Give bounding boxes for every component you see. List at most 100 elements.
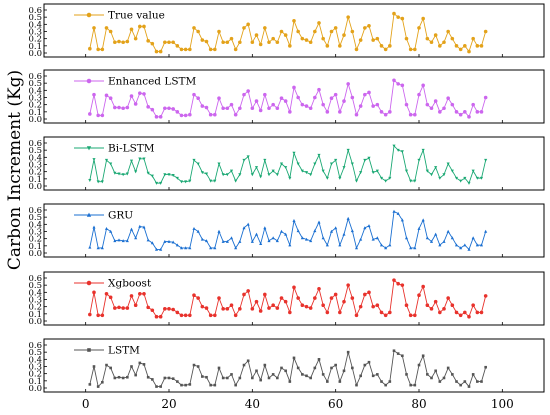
data-point — [213, 383, 217, 387]
y-tick-label: 0.5 — [28, 146, 42, 156]
data-point — [213, 179, 217, 183]
data-point — [325, 243, 329, 247]
data-point — [438, 310, 442, 315]
data-point — [129, 227, 134, 231]
data-point — [463, 243, 467, 247]
data-point — [217, 296, 221, 300]
data-point — [350, 29, 355, 34]
data-point — [429, 307, 434, 311]
data-point — [125, 306, 130, 310]
data-point — [163, 40, 167, 45]
data-point — [384, 246, 388, 250]
y-tick-label: 0.0 — [28, 317, 42, 327]
data-point — [454, 310, 459, 315]
data-point — [221, 173, 225, 177]
data-point — [413, 246, 417, 250]
data-point — [142, 24, 146, 29]
data-point — [238, 40, 242, 45]
data-point — [229, 169, 234, 173]
data-point — [234, 179, 238, 183]
data-point — [358, 104, 363, 108]
data-point — [233, 313, 238, 318]
data-point — [259, 175, 263, 179]
data-point — [388, 176, 392, 180]
data-point — [313, 29, 317, 34]
data-point — [125, 172, 129, 176]
legend-label: Xgboost — [108, 278, 152, 290]
data-point — [326, 380, 329, 383]
data-point — [96, 113, 100, 118]
data-point — [342, 369, 346, 373]
data-point — [204, 39, 209, 44]
data-point — [279, 162, 284, 166]
data-point — [229, 236, 234, 240]
data-point — [300, 236, 304, 240]
data-point — [117, 39, 121, 44]
data-point — [317, 21, 321, 25]
data-point — [417, 363, 421, 367]
data-point — [413, 313, 417, 318]
data-point — [425, 236, 429, 240]
data-point — [176, 380, 179, 383]
data-point — [309, 376, 312, 380]
data-point — [300, 303, 305, 308]
data-point — [334, 158, 338, 162]
data-point — [476, 380, 479, 383]
data-point — [325, 176, 329, 180]
data-point — [175, 243, 179, 247]
data-point — [217, 366, 221, 370]
data-point — [171, 40, 175, 45]
y-tick-label: 0.1 — [28, 108, 42, 118]
data-point — [379, 44, 384, 48]
data-point — [267, 106, 271, 111]
data-point — [334, 226, 338, 230]
data-point — [275, 239, 279, 243]
data-point — [255, 369, 258, 373]
data-point — [88, 178, 92, 182]
data-point — [196, 29, 200, 34]
data-point — [117, 105, 121, 110]
data-point — [175, 110, 180, 114]
data-point — [317, 220, 321, 224]
y-tick-label: 0.1 — [28, 377, 42, 387]
data-point — [200, 171, 204, 175]
data-point — [129, 27, 134, 32]
data-point — [442, 106, 446, 111]
data-point — [267, 40, 271, 45]
data-point — [305, 374, 308, 378]
data-point — [171, 307, 175, 312]
data-point — [292, 356, 296, 360]
data-point — [367, 90, 371, 95]
data-point — [342, 299, 346, 304]
legend-marker — [87, 348, 91, 352]
data-point — [467, 49, 471, 54]
data-point — [463, 44, 467, 48]
data-point — [408, 47, 413, 52]
data-point — [371, 171, 375, 175]
data-point — [317, 358, 321, 361]
data-point — [134, 236, 138, 240]
data-point — [379, 310, 384, 315]
data-point — [425, 303, 430, 308]
data-point — [421, 354, 425, 358]
data-point — [409, 383, 412, 387]
x-axis: 0 20 40 60 80 100 — [82, 397, 514, 411]
data-point — [355, 383, 358, 387]
data-point — [421, 148, 425, 152]
data-point — [229, 303, 234, 308]
data-point — [329, 296, 334, 300]
x-tick-label: 60 — [328, 397, 343, 411]
x-tick-label: 20 — [161, 397, 176, 411]
data-point — [100, 246, 104, 250]
data-point — [367, 23, 371, 28]
data-point — [138, 224, 142, 228]
data-point — [463, 380, 467, 383]
data-point — [234, 246, 238, 250]
data-point — [342, 99, 346, 103]
data-point — [109, 229, 113, 233]
data-point — [438, 380, 442, 383]
data-point — [450, 36, 455, 41]
data-point — [429, 239, 434, 243]
data-point — [205, 375, 208, 379]
data-point — [267, 173, 271, 177]
